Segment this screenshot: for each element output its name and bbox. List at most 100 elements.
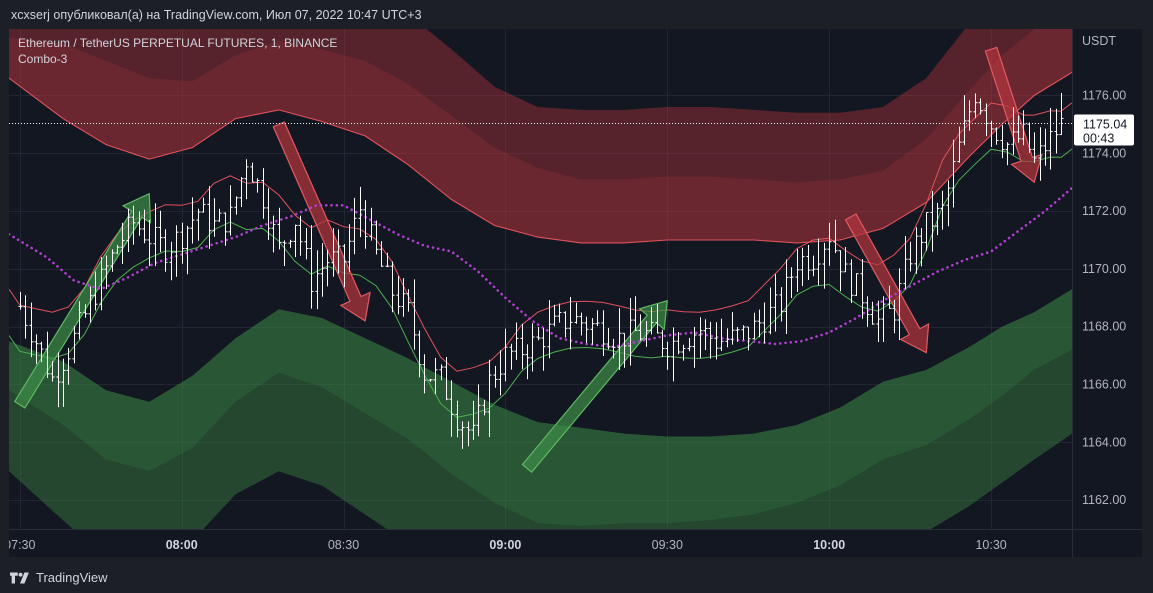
candle xyxy=(99,257,104,311)
candle xyxy=(72,326,77,364)
candle xyxy=(617,308,622,370)
candle xyxy=(498,350,503,396)
candle xyxy=(34,334,39,364)
dotted-moving-average-line xyxy=(9,186,1072,349)
candle xyxy=(169,241,174,281)
candle xyxy=(363,200,368,249)
candle xyxy=(622,332,627,368)
upper-band-outer-fill xyxy=(9,29,1035,183)
time-axis-tick-label: 10:30 xyxy=(975,538,1006,552)
candle xyxy=(892,299,897,334)
candle xyxy=(352,197,357,255)
candle xyxy=(158,210,163,253)
candle xyxy=(849,259,854,303)
candle xyxy=(239,177,244,207)
candle xyxy=(385,252,390,268)
candle xyxy=(503,328,508,382)
candle xyxy=(854,273,859,296)
footer-brand[interactable]: TradingView xyxy=(10,570,108,585)
candle xyxy=(806,245,811,280)
candle xyxy=(315,250,320,310)
candle xyxy=(649,306,654,335)
time-axis-tick-label: 09:00 xyxy=(489,538,521,552)
candle xyxy=(951,139,956,208)
publish-info-text: xcxserj опубликовал(а) на TradingView.co… xyxy=(11,8,422,22)
candle xyxy=(201,197,206,213)
indicator-name[interactable]: Combo-3 xyxy=(18,52,68,66)
candle xyxy=(676,332,681,355)
candle xyxy=(23,295,28,339)
price-axis-tick-label: 1168.00 xyxy=(1082,320,1126,334)
candle xyxy=(779,287,784,322)
candle xyxy=(919,228,924,267)
candle xyxy=(50,361,55,382)
candle xyxy=(390,261,395,313)
lower-band-outer-fill xyxy=(9,349,1072,529)
candle xyxy=(881,296,886,342)
lower-band-inner-fill xyxy=(9,289,1072,527)
candle xyxy=(865,296,870,327)
candle xyxy=(730,312,735,345)
candle xyxy=(93,271,98,311)
chart-legend: Ethereum / TetherUS PERPETUAL FUTURES, 1… xyxy=(18,35,337,67)
plot-area xyxy=(9,29,1072,529)
candle xyxy=(153,203,158,267)
candle xyxy=(536,327,541,341)
candle xyxy=(520,323,525,370)
candle xyxy=(514,322,519,360)
candle xyxy=(471,400,476,440)
candle xyxy=(530,323,535,372)
candle xyxy=(698,317,703,359)
candle xyxy=(455,400,460,438)
candle xyxy=(1059,93,1064,136)
candle xyxy=(930,191,935,252)
candle xyxy=(735,327,740,342)
candle xyxy=(234,196,239,215)
candle xyxy=(822,242,827,289)
candle xyxy=(212,198,217,237)
candle xyxy=(88,286,93,323)
candle xyxy=(444,357,449,401)
candle xyxy=(466,421,471,447)
candle xyxy=(142,209,147,244)
price-envelope-upper-line xyxy=(9,102,1072,372)
price-chart[interactable]: USDT 1162.00 1164.00 1166.00 1168.00 1170.00 1… xyxy=(9,29,1142,557)
price-axis-unit: USDT xyxy=(1082,34,1116,48)
candle xyxy=(568,297,573,350)
candle xyxy=(660,329,665,357)
candle xyxy=(115,244,120,255)
candle xyxy=(476,384,481,437)
time-axis: 07:30 08:00 08:30 09:00 09:30 10:00 10:30 xyxy=(9,538,1007,552)
candle xyxy=(541,328,546,371)
candle xyxy=(584,316,589,343)
candle xyxy=(789,267,794,298)
candle xyxy=(180,222,185,264)
candle xyxy=(897,268,902,341)
candle xyxy=(908,241,913,272)
candle xyxy=(1016,115,1021,143)
candle xyxy=(784,259,789,334)
candle xyxy=(336,229,341,274)
candle xyxy=(110,249,115,272)
candle xyxy=(1054,108,1059,154)
candle xyxy=(422,354,427,394)
candle xyxy=(811,255,816,277)
candle xyxy=(1043,128,1048,166)
candle xyxy=(61,358,66,407)
candle xyxy=(433,357,438,395)
candle xyxy=(147,219,152,267)
candle xyxy=(903,236,908,290)
price-axis-tick-label: 1174.00 xyxy=(1082,146,1126,160)
candle xyxy=(493,366,498,388)
candle xyxy=(708,321,713,359)
candle xyxy=(137,211,142,236)
candle xyxy=(827,222,832,266)
candle xyxy=(347,224,352,273)
candle xyxy=(482,399,487,416)
candle xyxy=(547,300,552,359)
candle xyxy=(973,93,978,119)
candle xyxy=(304,228,309,260)
candle xyxy=(369,207,374,241)
candle xyxy=(606,327,611,350)
